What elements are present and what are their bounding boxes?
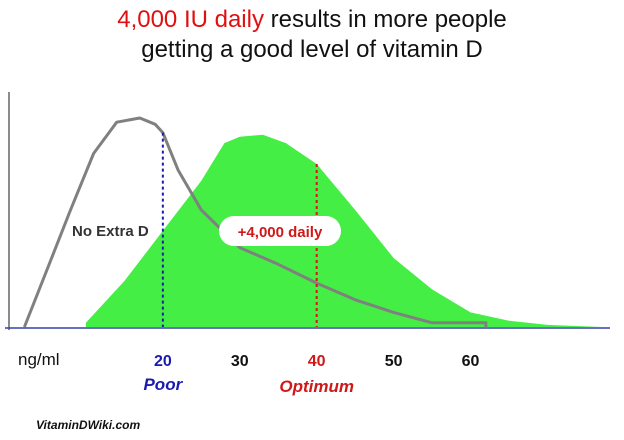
title-highlight: 4,000 IU daily — [117, 6, 264, 33]
series-area-4000-daily — [85, 134, 602, 327]
series-line-no-extra-d — [23, 116, 488, 328]
x-axis-label: ng/ml — [18, 350, 60, 369]
reference-label-poor: Poor — [143, 375, 183, 394]
x-tick-label: 50 — [385, 353, 403, 370]
reference-label-optimum: Optimum — [279, 377, 354, 396]
chart-title-line-1: 4,000 IU daily results in more people — [0, 6, 624, 34]
title-rest: results in more people — [263, 6, 507, 33]
chart-title-line-2: getting a good level of vitamin D — [141, 36, 483, 63]
x-tick-label: 20 — [154, 353, 172, 370]
annotation-4000-daily: +4,000 daily — [238, 224, 323, 241]
x-tick-label: 60 — [462, 353, 480, 370]
annotation-no-extra-d: No Extra D — [72, 223, 149, 240]
annotation-pill-4000-daily — [219, 216, 341, 246]
x-tick-label: 30 — [231, 353, 249, 370]
credit-watermark: VitaminDWiki.com — [36, 418, 141, 432]
x-tick-label: 40 — [308, 353, 326, 370]
